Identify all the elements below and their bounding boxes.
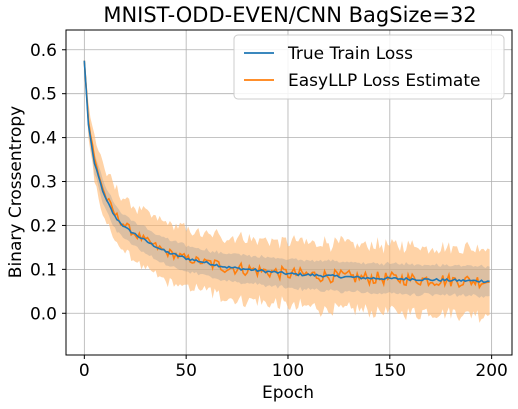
axis-ticks: 0 50 100 150 200 0.0 0.1 0.2 0.3 0.4 0.5 0.6 — [30, 41, 508, 381]
y-axis-title: Binary Crossentropy — [6, 106, 26, 278]
plot-area — [65, 29, 513, 356]
y-tick-label: 0.5 — [30, 85, 57, 105]
x-tick-label: 50 — [175, 361, 197, 381]
y-tick-label: 0.2 — [30, 216, 57, 236]
x-axis-title: Epoch — [262, 383, 314, 403]
y-tick-label: 0.0 — [30, 304, 57, 324]
legend: True Train Loss EasyLLP Loss Estimate — [233, 34, 505, 100]
x-tick-label: 150 — [374, 361, 406, 381]
legend-label: EasyLLP Loss Estimate — [288, 71, 480, 91]
x-tick-label: 200 — [475, 361, 507, 381]
y-tick-label: 0.3 — [30, 173, 57, 193]
y-tick-label: 0.6 — [30, 41, 57, 61]
legend-box — [233, 34, 505, 100]
y-tick-label: 0.4 — [30, 129, 57, 149]
legend-label: True Train Loss — [287, 44, 413, 64]
x-tick-label: 100 — [272, 361, 304, 381]
chart-title: MNIST-ODD-EVEN/CNN BagSize=32 — [103, 3, 476, 27]
x-tick-label: 0 — [79, 361, 90, 381]
y-tick-label: 0.1 — [30, 260, 57, 280]
true-train-loss-line — [83, 60, 490, 284]
series-lines — [83, 60, 490, 290]
